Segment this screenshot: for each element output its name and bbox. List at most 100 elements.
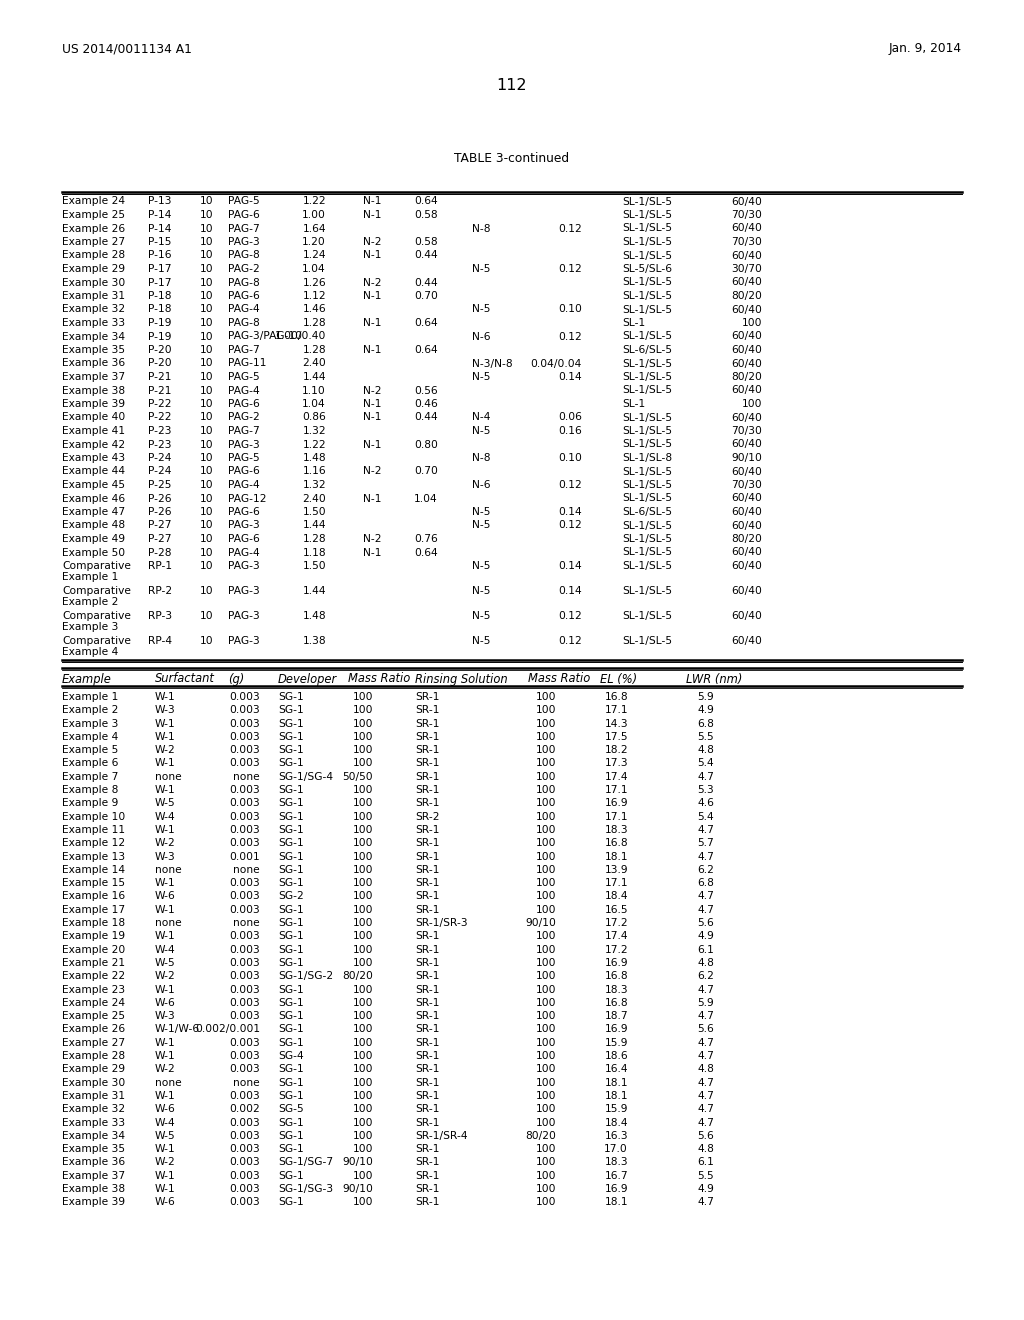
Text: SG-1/SG-3: SG-1/SG-3 bbox=[278, 1184, 333, 1195]
Text: P-16: P-16 bbox=[148, 251, 171, 260]
Text: SG-1: SG-1 bbox=[278, 985, 304, 994]
Text: SG-1: SG-1 bbox=[278, 1011, 304, 1022]
Text: SR-1/SR-3: SR-1/SR-3 bbox=[415, 919, 468, 928]
Text: W-3: W-3 bbox=[155, 705, 176, 715]
Text: Example 37: Example 37 bbox=[62, 1171, 125, 1181]
Text: 0.003: 0.003 bbox=[229, 1118, 260, 1127]
Text: 1.10: 1.10 bbox=[302, 385, 326, 396]
Text: 0.003: 0.003 bbox=[229, 838, 260, 849]
Text: 1.46: 1.46 bbox=[302, 305, 326, 314]
Text: 100: 100 bbox=[352, 851, 373, 862]
Text: Example 5: Example 5 bbox=[62, 746, 118, 755]
Text: SR-1: SR-1 bbox=[415, 985, 439, 994]
Text: 100: 100 bbox=[536, 972, 556, 981]
Text: W-5: W-5 bbox=[155, 1131, 176, 1140]
Text: 100: 100 bbox=[352, 1144, 373, 1154]
Text: Example 41: Example 41 bbox=[62, 426, 125, 436]
Text: PAG-5: PAG-5 bbox=[228, 197, 260, 206]
Text: 18.3: 18.3 bbox=[604, 1158, 628, 1167]
Text: Example 27: Example 27 bbox=[62, 1038, 125, 1048]
Text: 0.003: 0.003 bbox=[229, 692, 260, 702]
Text: SG-1/SG-2: SG-1/SG-2 bbox=[278, 972, 333, 981]
Text: 0.64: 0.64 bbox=[415, 345, 438, 355]
Text: SG-1: SG-1 bbox=[278, 945, 304, 954]
Text: SG-1: SG-1 bbox=[278, 1024, 304, 1035]
Text: SG-1: SG-1 bbox=[278, 1197, 304, 1208]
Text: 16.3: 16.3 bbox=[604, 1131, 628, 1140]
Text: W-1: W-1 bbox=[155, 904, 176, 915]
Text: 0.14: 0.14 bbox=[558, 586, 582, 597]
Text: RP-3: RP-3 bbox=[148, 611, 172, 620]
Text: 1.22: 1.22 bbox=[302, 440, 326, 450]
Text: 60/40: 60/40 bbox=[731, 561, 762, 572]
Text: SG-4: SG-4 bbox=[278, 1051, 304, 1061]
Text: W-4: W-4 bbox=[155, 1118, 176, 1127]
Text: 0.04/0.04: 0.04/0.04 bbox=[530, 359, 582, 368]
Text: PAG-11: PAG-11 bbox=[228, 359, 266, 368]
Text: 0.10: 0.10 bbox=[558, 305, 582, 314]
Text: 100: 100 bbox=[536, 1144, 556, 1154]
Text: 100: 100 bbox=[536, 705, 556, 715]
Text: Comparative: Comparative bbox=[62, 636, 131, 645]
Text: Example 49: Example 49 bbox=[62, 535, 125, 544]
Text: SL-1: SL-1 bbox=[622, 318, 645, 327]
Text: 5.6: 5.6 bbox=[697, 1131, 714, 1140]
Text: 0.76: 0.76 bbox=[415, 535, 438, 544]
Text: Example 30: Example 30 bbox=[62, 1077, 125, 1088]
Text: N-2: N-2 bbox=[362, 535, 382, 544]
Text: 100: 100 bbox=[352, 985, 373, 994]
Text: EL (%): EL (%) bbox=[600, 672, 637, 685]
Text: SG-1: SG-1 bbox=[278, 799, 304, 808]
Text: 17.1: 17.1 bbox=[604, 785, 628, 795]
Text: N-5: N-5 bbox=[472, 305, 490, 314]
Text: Developer: Developer bbox=[278, 672, 337, 685]
Text: 100: 100 bbox=[536, 746, 556, 755]
Text: Example 33: Example 33 bbox=[62, 318, 125, 327]
Text: Example 1: Example 1 bbox=[62, 692, 119, 702]
Text: 4.7: 4.7 bbox=[697, 1011, 714, 1022]
Text: 0.44: 0.44 bbox=[415, 277, 438, 288]
Text: SR-1: SR-1 bbox=[415, 1077, 439, 1088]
Text: 1.24: 1.24 bbox=[302, 251, 326, 260]
Text: 0.12: 0.12 bbox=[558, 223, 582, 234]
Text: 100: 100 bbox=[352, 878, 373, 888]
Text: SL-1/SL-5: SL-1/SL-5 bbox=[622, 586, 672, 597]
Text: N-2: N-2 bbox=[362, 466, 382, 477]
Text: 16.8: 16.8 bbox=[604, 998, 628, 1008]
Text: 4.7: 4.7 bbox=[697, 825, 714, 836]
Text: 100: 100 bbox=[352, 932, 373, 941]
Text: 0.12: 0.12 bbox=[558, 331, 582, 342]
Text: 0.002: 0.002 bbox=[229, 1105, 260, 1114]
Text: SL-1/SL-5: SL-1/SL-5 bbox=[622, 385, 672, 396]
Text: Example 26: Example 26 bbox=[62, 1024, 125, 1035]
Text: 6.8: 6.8 bbox=[697, 718, 714, 729]
Text: Example 21: Example 21 bbox=[62, 958, 125, 968]
Text: 100: 100 bbox=[352, 705, 373, 715]
Text: SR-1: SR-1 bbox=[415, 904, 439, 915]
Text: N-6: N-6 bbox=[472, 331, 490, 342]
Text: SG-1: SG-1 bbox=[278, 1171, 304, 1181]
Text: 100: 100 bbox=[741, 399, 762, 409]
Text: P-14: P-14 bbox=[148, 210, 171, 220]
Text: W-2: W-2 bbox=[155, 1064, 176, 1074]
Text: W-4: W-4 bbox=[155, 945, 176, 954]
Text: 0.003: 0.003 bbox=[229, 1144, 260, 1154]
Text: SL-1/SL-5: SL-1/SL-5 bbox=[622, 197, 672, 206]
Text: Example 25: Example 25 bbox=[62, 1011, 125, 1022]
Text: Example 33: Example 33 bbox=[62, 1118, 125, 1127]
Text: 100: 100 bbox=[536, 759, 556, 768]
Text: 0.58: 0.58 bbox=[415, 238, 438, 247]
Text: Example 35: Example 35 bbox=[62, 345, 125, 355]
Text: P-25: P-25 bbox=[148, 480, 171, 490]
Text: 60/40: 60/40 bbox=[731, 251, 762, 260]
Text: N-5: N-5 bbox=[472, 586, 490, 597]
Text: 100: 100 bbox=[536, 692, 556, 702]
Text: 16.7: 16.7 bbox=[604, 1171, 628, 1181]
Text: Example 15: Example 15 bbox=[62, 878, 125, 888]
Text: Example 25: Example 25 bbox=[62, 210, 125, 220]
Text: RP-2: RP-2 bbox=[148, 586, 172, 597]
Text: 100: 100 bbox=[536, 731, 556, 742]
Text: SR-1: SR-1 bbox=[415, 705, 439, 715]
Text: 1.04: 1.04 bbox=[415, 494, 438, 503]
Text: 100: 100 bbox=[536, 772, 556, 781]
